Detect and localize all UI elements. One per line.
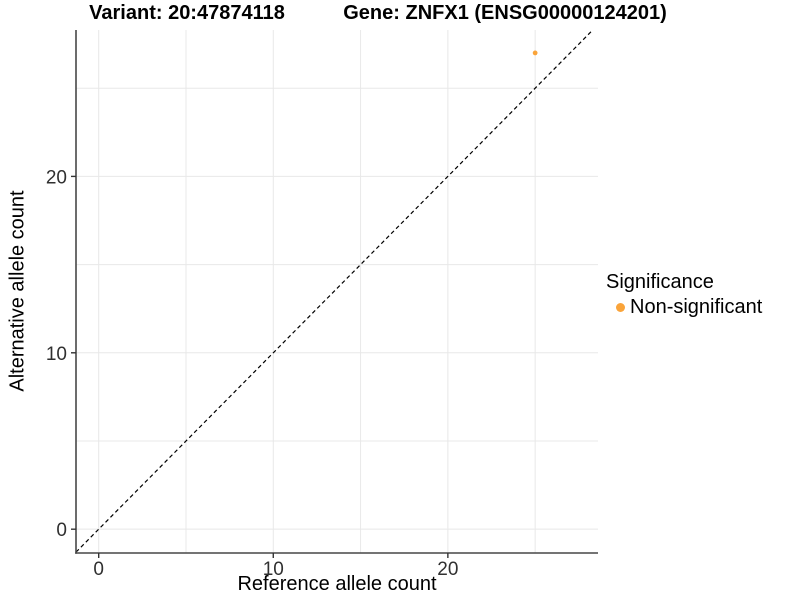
- legend-entry: Non-significant: [606, 296, 762, 319]
- y-axis-title: Alternative allele count: [6, 190, 29, 392]
- y-tick-label: 20: [46, 167, 67, 188]
- x-tick-label: 20: [437, 559, 458, 580]
- data-point: [532, 50, 538, 56]
- identity-line: [75, 29, 594, 553]
- legend: Significance Non-significant: [606, 271, 762, 319]
- plot-title-gene: Gene: ZNFX1 (ENSG00000124201): [343, 2, 667, 24]
- legend-point-icon: [616, 303, 625, 312]
- legend-entry-label: Non-significant: [630, 296, 763, 318]
- x-tick-label: 0: [93, 559, 104, 580]
- legend-title: Significance: [606, 271, 714, 293]
- x-axis-title: Reference allele count: [237, 573, 437, 595]
- y-tick-label: 10: [46, 344, 67, 365]
- y-tick-label: 0: [56, 520, 67, 541]
- x-tick-label: 10: [263, 559, 284, 580]
- plot-title-variant: Variant: 20:47874118: [89, 2, 285, 24]
